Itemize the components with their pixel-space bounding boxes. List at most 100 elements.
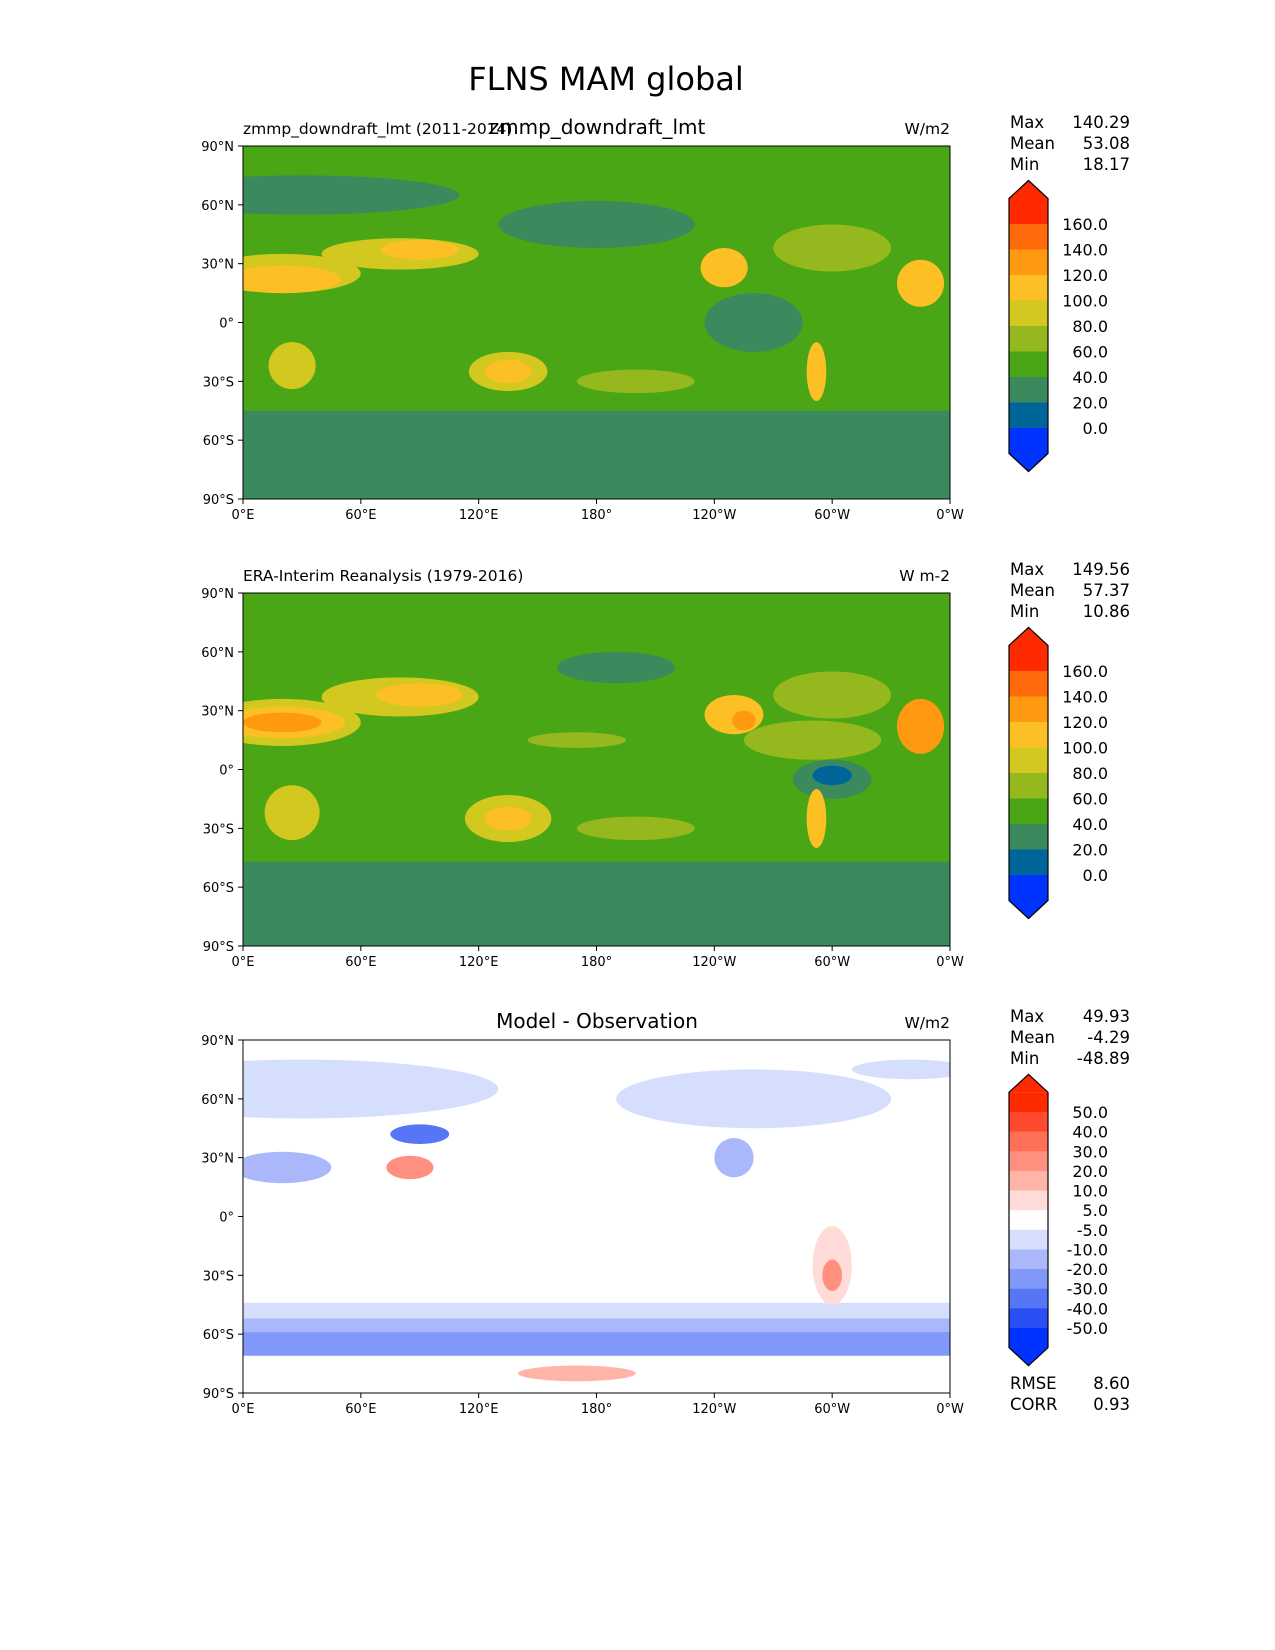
field-patch bbox=[243, 712, 322, 733]
colorbar-tick-label: 40.0 bbox=[1072, 368, 1108, 387]
field-patch bbox=[704, 694, 764, 735]
y-tick-label: 0° bbox=[219, 317, 234, 332]
figure-title: FLNS MAM global bbox=[468, 60, 744, 98]
colorbar-segment bbox=[1009, 198, 1048, 225]
stat-value: 49.93 bbox=[1083, 1007, 1130, 1026]
y-tick-label: 30°N bbox=[201, 258, 234, 273]
colorbar: 50.040.030.020.010.05.0-5.0-10.0-20.0-30… bbox=[1008, 1073, 1108, 1367]
y-tick-label: 90°S bbox=[203, 940, 234, 955]
stat-label: Mean bbox=[1010, 134, 1055, 153]
field-patch bbox=[714, 1138, 754, 1178]
stat-label: Max bbox=[1010, 1007, 1044, 1026]
colorbar-segment bbox=[1009, 875, 1048, 901]
map-field bbox=[243, 146, 950, 499]
colorbar-segment bbox=[1009, 275, 1048, 301]
colorbar-extension-min bbox=[1009, 1347, 1048, 1366]
y-tick-label: 0° bbox=[219, 764, 234, 779]
colorbar-extension-max bbox=[1009, 180, 1048, 199]
colorbar-segment bbox=[1009, 1269, 1048, 1290]
field-patch bbox=[243, 265, 342, 294]
colorbar-segment bbox=[1009, 249, 1048, 276]
y-tick-label: 30°N bbox=[201, 705, 234, 720]
panel-units: W m-2 bbox=[899, 567, 950, 585]
panel-left-title: ERA-Interim Reanalysis (1979-2016) bbox=[243, 567, 523, 585]
field-patch bbox=[390, 1124, 450, 1144]
field-patch bbox=[616, 1069, 892, 1129]
colorbar-tick-label: 20.0 bbox=[1072, 1162, 1108, 1181]
field-patch bbox=[517, 1365, 636, 1382]
field-patch bbox=[700, 247, 748, 288]
colorbar-segment bbox=[1009, 1131, 1048, 1152]
colorbar-tick-label: 10.0 bbox=[1072, 1182, 1108, 1201]
x-tick-label: 120°E bbox=[459, 955, 499, 970]
panel-left-title: zmmp_downdraft_lmt (2011-2014) bbox=[243, 120, 512, 139]
colorbar-segment bbox=[1009, 747, 1048, 774]
x-tick-label: 180° bbox=[581, 508, 612, 523]
colorbar-segment bbox=[1009, 824, 1048, 850]
field-band bbox=[243, 887, 950, 946]
colorbar-tick-label: 100.0 bbox=[1062, 739, 1108, 758]
stat-value: 10.86 bbox=[1083, 602, 1130, 621]
x-tick-label: 60°E bbox=[345, 508, 376, 523]
x-tick-label: 0°E bbox=[232, 508, 255, 523]
colorbar-tick-label: 20.0 bbox=[1072, 841, 1108, 860]
colorbar-tick-label: 30.0 bbox=[1072, 1142, 1108, 1161]
colorbar-tick-label: -30.0 bbox=[1067, 1280, 1108, 1299]
colorbar-segment bbox=[1009, 1249, 1048, 1270]
map-panel-3: 0°E 60°E 120°E 180° 120°W 60°W 0°W 90°N 60°N 30°N… bbox=[201, 1007, 1130, 1417]
field-patch bbox=[243, 1059, 499, 1119]
colorbar-segment bbox=[1009, 1229, 1048, 1250]
x-tick-label: 60°W bbox=[814, 955, 850, 970]
y-tick-label: 30°S bbox=[203, 1269, 234, 1284]
colorbar-segment bbox=[1009, 300, 1048, 327]
colorbar-segment bbox=[1009, 402, 1048, 429]
colorbar-segment bbox=[1009, 1308, 1048, 1329]
colorbar-segment bbox=[1009, 1112, 1048, 1133]
map-field bbox=[243, 1040, 950, 1393]
colorbar-extension-min bbox=[1009, 900, 1048, 919]
stat-value: 149.56 bbox=[1072, 560, 1130, 579]
colorbar-segment bbox=[1009, 224, 1048, 250]
colorbar-tick-label: 120.0 bbox=[1062, 713, 1108, 732]
x-tick-label: 0°W bbox=[936, 508, 964, 523]
field-patch bbox=[484, 806, 532, 831]
field-band bbox=[243, 410, 950, 450]
stat-value: 18.17 bbox=[1083, 155, 1130, 174]
y-tick-label: 30°S bbox=[203, 822, 234, 837]
colorbar-segment bbox=[1009, 722, 1048, 748]
panel-center-title: zmmp_downdraft_lmt bbox=[489, 115, 706, 139]
colorbar-segment bbox=[1009, 798, 1048, 825]
metric-value: 8.60 bbox=[1093, 1374, 1130, 1393]
colorbar-tick-label: 80.0 bbox=[1072, 764, 1108, 783]
colorbar-segment bbox=[1009, 1151, 1048, 1172]
stat-label: Max bbox=[1010, 113, 1044, 132]
colorbar-segment bbox=[1009, 645, 1048, 672]
field-patch bbox=[576, 816, 695, 841]
x-tick-label: 60°E bbox=[345, 955, 376, 970]
colorbar-tick-label: -10.0 bbox=[1067, 1240, 1108, 1259]
colorbar-tick-label: 40.0 bbox=[1072, 1123, 1108, 1142]
colorbar-segment bbox=[1009, 1328, 1048, 1349]
y-tick-label: 60°S bbox=[203, 881, 234, 896]
colorbar-tick-label: 40.0 bbox=[1072, 815, 1108, 834]
field-patch bbox=[576, 369, 695, 394]
colorbar-tick-label: -20.0 bbox=[1067, 1260, 1108, 1279]
x-tick-label: 120°E bbox=[459, 1402, 499, 1417]
y-tick-label: 60°N bbox=[201, 646, 234, 661]
colorbar-tick-label: 5.0 bbox=[1083, 1201, 1108, 1220]
colorbar-segment bbox=[1009, 696, 1048, 723]
colorbar-tick-label: 0.0 bbox=[1083, 419, 1108, 438]
stat-label: Min bbox=[1010, 1049, 1039, 1068]
colorbar-segment bbox=[1009, 849, 1048, 876]
colorbar-segment bbox=[1009, 1170, 1048, 1192]
field-patch bbox=[264, 785, 320, 841]
stat-label: Min bbox=[1010, 602, 1039, 621]
colorbar-tick-label: 160.0 bbox=[1062, 662, 1108, 681]
colorbar-segment bbox=[1009, 671, 1048, 697]
map-panel-1: 0°E 60°E 120°E 180° 120°W 60°W 0°W 90°N 60°N 30°N… bbox=[201, 113, 1130, 523]
field-patch bbox=[773, 671, 892, 719]
colorbar-tick-label: 140.0 bbox=[1062, 241, 1108, 260]
x-tick-label: 0°E bbox=[232, 1402, 255, 1417]
colorbar-tick-label: 140.0 bbox=[1062, 688, 1108, 707]
